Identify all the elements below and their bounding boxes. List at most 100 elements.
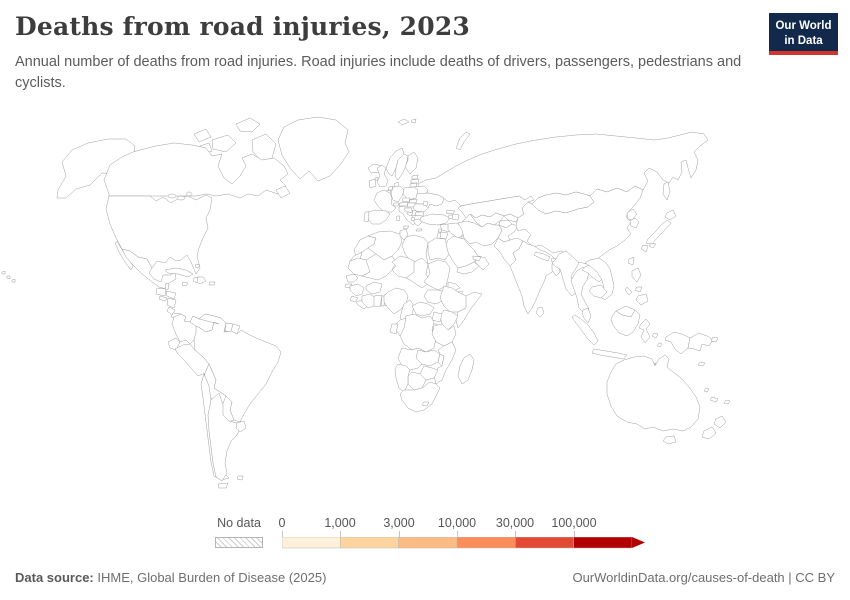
legend-swatch-5[interactable] [573, 537, 633, 549]
country-cambodia[interactable] [588, 284, 608, 299]
country-madagascar[interactable] [457, 353, 475, 385]
country-south-korea[interactable] [629, 217, 640, 229]
country-central-african-republic[interactable] [411, 301, 435, 317]
country-cuba[interactable] [164, 267, 194, 278]
country-brazil[interactable] [193, 313, 282, 423]
country-senegal[interactable] [345, 273, 359, 283]
country-turkey[interactable] [419, 213, 451, 226]
country-dr-congo[interactable] [399, 313, 437, 353]
country-canada[interactable] [211, 134, 237, 153]
country-norway[interactable] [385, 147, 405, 177]
country-austria[interactable] [398, 201, 409, 207]
country-sudan[interactable] [423, 259, 451, 291]
country-china[interactable] [515, 185, 644, 266]
country-italy-sicily[interactable] [402, 225, 410, 230]
country-japan-hokkaido[interactable] [664, 209, 677, 221]
country-new-zealand-north[interactable] [713, 415, 727, 429]
country-lesotho[interactable] [421, 401, 430, 407]
country-puerto-rico[interactable] [208, 281, 216, 286]
country-sierra-leone[interactable] [349, 295, 359, 303]
country-united-states[interactable] [105, 194, 213, 275]
attribution-link[interactable]: OurWorldinData.org/causes-of-death | CC … [572, 570, 835, 585]
country-canada[interactable] [235, 117, 261, 133]
country-south-africa[interactable] [399, 381, 441, 413]
country-haiti[interactable] [192, 276, 199, 284]
country-new-caledonia[interactable] [709, 396, 719, 403]
legend-swatch-1[interactable] [340, 537, 399, 549]
country-japan-shikoku[interactable] [648, 242, 657, 249]
country-canada[interactable] [251, 133, 277, 163]
country-jamaica[interactable] [181, 281, 189, 287]
country-philippines-visayas[interactable] [634, 286, 643, 293]
country-australia-tasmania[interactable] [662, 435, 677, 445]
country-south-sudan[interactable] [423, 289, 447, 305]
country-egypt[interactable] [427, 237, 450, 261]
legend-color-bar[interactable] [282, 537, 648, 549]
country-estonia[interactable] [411, 174, 419, 180]
country-dominican-republic[interactable] [196, 276, 207, 285]
country-argentina[interactable] [207, 392, 242, 482]
country-indonesia-sumatra[interactable] [571, 314, 599, 346]
country-poland[interactable] [402, 186, 419, 201]
country-uruguay[interactable] [235, 420, 247, 433]
country-tanzania[interactable] [431, 323, 457, 347]
country-solomon-islands[interactable] [697, 361, 706, 367]
country-australia[interactable] [606, 354, 701, 432]
country-vanuatu[interactable] [703, 387, 710, 393]
country-chad[interactable] [405, 257, 431, 289]
country-ghana[interactable] [373, 294, 383, 308]
country-papua-new-guinea[interactable] [687, 332, 714, 352]
country-greece-crete[interactable] [415, 228, 423, 232]
country-el-salvador[interactable] [158, 295, 168, 302]
country-russia-novaya-zemlya[interactable] [455, 131, 471, 151]
country-netherlands[interactable] [387, 185, 394, 191]
country-guinea[interactable] [349, 283, 365, 297]
country-japan-honshu[interactable] [645, 219, 672, 245]
country-guatemala[interactable] [155, 287, 167, 297]
country-mali[interactable] [361, 253, 397, 281]
country-indonesia-maluku[interactable] [651, 332, 659, 339]
country-gabon[interactable] [389, 323, 399, 335]
country-new-zealand-south[interactable] [701, 426, 717, 440]
country-north-korea[interactable] [626, 208, 638, 221]
country-canada[interactable] [193, 128, 212, 143]
no-data-swatch[interactable] [215, 537, 263, 548]
country-bahamas[interactable] [194, 263, 201, 269]
country-svalbard[interactable] [397, 118, 410, 126]
country-czechia[interactable] [401, 197, 411, 203]
country-united-states-hawaii[interactable] [6, 275, 11, 280]
country-kyrgyzstan[interactable] [503, 213, 519, 223]
country-indonesia-papua[interactable] [664, 331, 691, 355]
country-united-states-hawaii[interactable] [1, 270, 6, 275]
legend-swatch-2[interactable] [398, 537, 458, 549]
country-vietnam[interactable] [584, 257, 615, 301]
country-malaysia[interactable] [581, 307, 592, 324]
legend-swatch-0[interactable] [282, 537, 341, 549]
country-mozambique[interactable] [433, 341, 457, 385]
country-moldova[interactable] [422, 200, 429, 207]
country-portugal[interactable] [363, 211, 370, 223]
country-indonesia-maluku[interactable] [656, 342, 663, 348]
country-philippines-mindanao[interactable] [635, 293, 649, 306]
country-papua-new-guinea-new-britain[interactable] [710, 336, 719, 343]
country-fiji[interactable] [723, 399, 731, 405]
country-united-kingdom[interactable] [376, 164, 389, 188]
country-liberia[interactable] [355, 299, 369, 310]
country-united-arab-emirates[interactable] [472, 255, 482, 262]
country-nepal[interactable] [533, 251, 551, 262]
country-nicaragua[interactable] [166, 297, 177, 309]
legend-swatch-4[interactable] [515, 537, 574, 549]
legend-swatch-3[interactable] [456, 537, 516, 549]
owid-logo[interactable]: Our World in Data [769, 13, 838, 55]
country-yemen[interactable] [456, 261, 480, 275]
country-falkland-islands[interactable] [236, 475, 244, 481]
country-india[interactable] [509, 240, 557, 315]
country-canada-newfoundland[interactable] [275, 185, 291, 199]
country-ecuador[interactable] [167, 337, 181, 351]
country-jordan[interactable] [439, 231, 449, 240]
country-lithuania[interactable] [409, 182, 418, 188]
country-philippines-palawan[interactable] [624, 286, 633, 296]
country-spain[interactable] [366, 209, 391, 225]
country-nigeria[interactable] [383, 287, 409, 315]
country-svalbard[interactable] [410, 118, 417, 124]
